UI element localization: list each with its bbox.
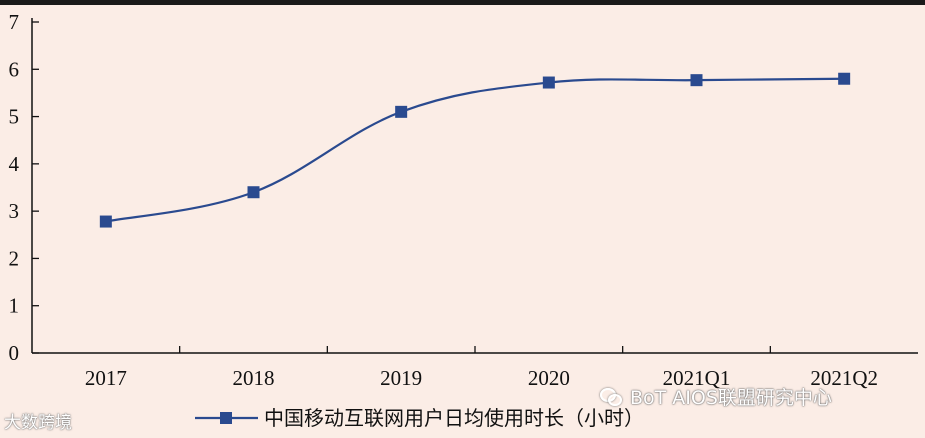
- data-point-marker: [99, 215, 112, 228]
- legend-label: 中国移动互联网用户日均使用时长（小时）: [264, 406, 644, 430]
- data-point-marker: [395, 105, 408, 118]
- x-axis-ticks: 2017 2018 2019 2020 2021Q1 2021Q2: [85, 346, 878, 390]
- top-border: [0, 0, 925, 5]
- watermark-right: BoT AIOS联盟研究中心: [600, 383, 832, 410]
- y-tick-label: 5: [9, 105, 20, 129]
- y-axis-ticks: 0 1 2 3 4 5 6 7: [9, 10, 39, 365]
- series-line: [105, 77, 845, 223]
- x-tick-label: 2019: [380, 366, 422, 390]
- x-tick-label: 2021Q1: [663, 366, 731, 390]
- watermark-right-text: BoT AIOS联盟研究中心: [630, 387, 832, 409]
- y-tick-label: 1: [9, 294, 20, 318]
- legend-marker: [220, 412, 232, 424]
- data-point-marker: [542, 76, 555, 89]
- y-tick-label: 3: [9, 199, 20, 223]
- y-tick-label: 0: [9, 341, 20, 365]
- series-layer: [99, 72, 851, 228]
- x-tick-label: 2018: [233, 366, 275, 390]
- x-tick-label: 2021Q2: [810, 366, 878, 390]
- data-point-marker: [838, 72, 851, 85]
- x-tick-label: 2020: [528, 366, 570, 390]
- y-tick-label: 4: [9, 152, 20, 176]
- data-point-marker: [690, 74, 703, 87]
- legend: 中国移动互联网用户日均使用时长（小时）: [195, 406, 644, 430]
- x-tick-label: 2017: [85, 366, 127, 390]
- axes: [31, 18, 918, 354]
- y-tick-label: 6: [9, 57, 20, 81]
- watermark-left: 大数跨境: [4, 413, 72, 433]
- data-point-marker: [247, 186, 260, 199]
- y-tick-label: 2: [9, 246, 20, 270]
- wechat-icon: [600, 388, 622, 406]
- y-tick-label: 7: [9, 10, 20, 34]
